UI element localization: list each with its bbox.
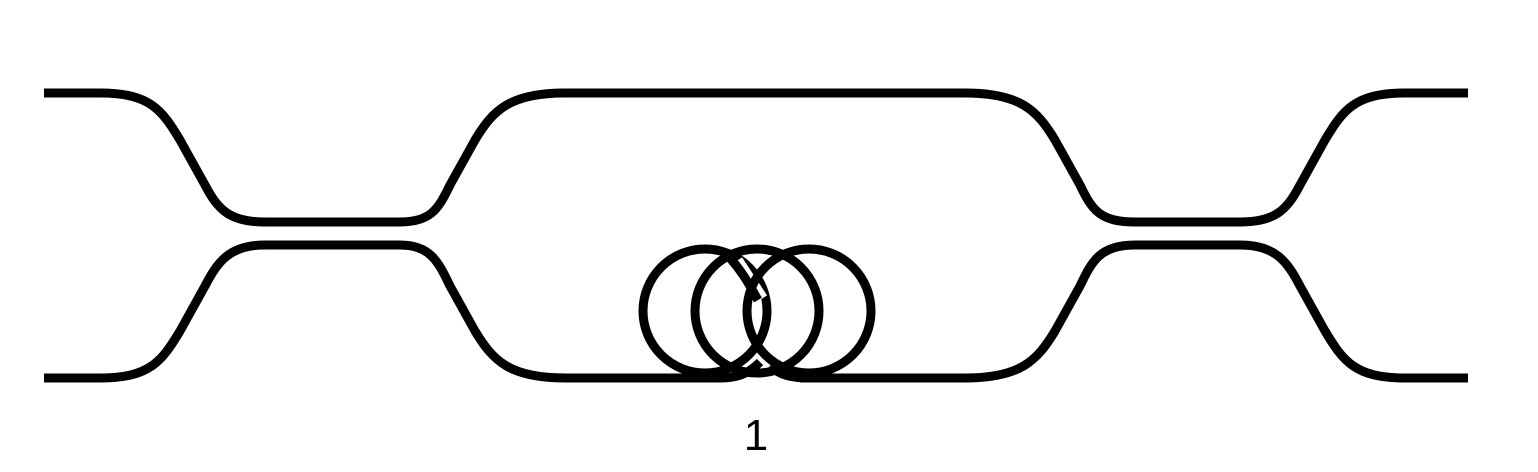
output-upper-waveguide [1239,88,1468,227]
input-lower-waveguide [44,240,300,383]
loop-entry-lead [680,358,764,383]
lower-arm-right-waveguide [800,240,1136,383]
fiber-loop-1 [638,244,772,378]
input-upper-waveguide [44,88,300,227]
lower-arm-left-waveguide [399,240,720,383]
loop-crossing-over [726,255,762,303]
output-lower-waveguide [1239,240,1468,383]
fiber-loop-3 [742,244,876,378]
fiber-loop-coil [638,244,876,383]
upper-arm-waveguide [399,88,1136,227]
loop-label: 1 [744,411,768,460]
fiber-loop-2 [690,244,824,378]
loop-exit-lead [766,362,840,383]
